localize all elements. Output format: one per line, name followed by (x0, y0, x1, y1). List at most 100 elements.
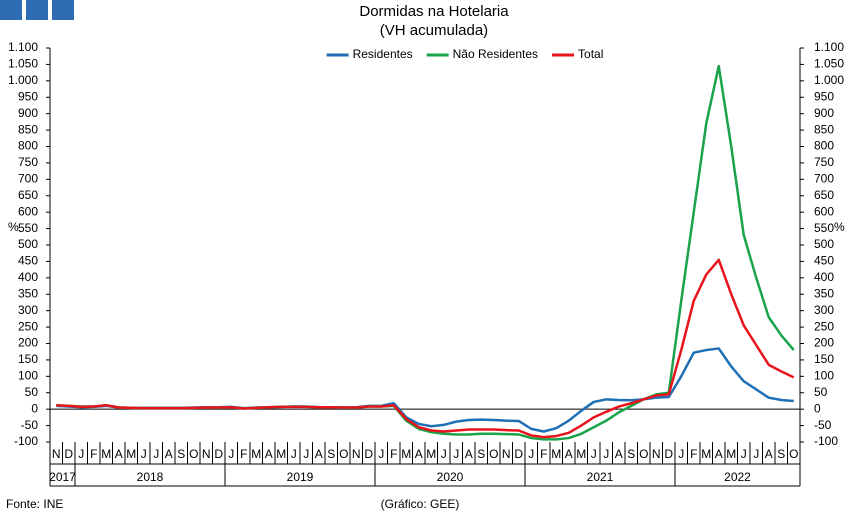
y2-tick-label: 650 (814, 188, 834, 202)
y2-tick-label: 350 (814, 286, 834, 300)
y2-tick-label: -100 (814, 434, 838, 448)
legend-label: Total (578, 47, 603, 61)
y2-tick-label: 50 (814, 385, 828, 399)
y-tick-label: 600 (18, 204, 38, 218)
x-tick-label: A (115, 447, 123, 461)
x-tick-label: A (315, 447, 323, 461)
y2-tick-label: 250 (814, 319, 834, 333)
y-tick-label: -50 (21, 418, 39, 432)
y2-tick-label: 600 (814, 204, 834, 218)
year-label: 2017 (49, 470, 76, 484)
y2-tick-label: 1.100 (814, 40, 844, 54)
y2-tick-label: 1.000 (814, 73, 844, 87)
x-tick-label: S (177, 447, 185, 461)
credit: (Gráfico: GEE) (381, 497, 460, 511)
y-tick-label: 900 (18, 106, 38, 120)
y-tick-label: 850 (18, 122, 38, 136)
x-tick-label: M (101, 447, 111, 461)
x-tick-label: A (415, 447, 423, 461)
y2-tick-label: 150 (814, 352, 834, 366)
x-tick-label: F (90, 447, 97, 461)
y2-tick-label: 400 (814, 270, 834, 284)
legend-label: Não Residentes (453, 47, 538, 61)
x-tick-label: J (378, 447, 384, 461)
y2-tick-label: 750 (814, 155, 834, 169)
y-tick-label: 750 (18, 155, 38, 169)
x-tick-label: M (576, 447, 586, 461)
series-line (56, 64, 795, 441)
year-label: 2018 (137, 470, 164, 484)
y-tick-label: 450 (18, 254, 38, 268)
y-tick-label: 1.000 (8, 73, 38, 87)
x-tick-label: N (502, 447, 511, 461)
y-tick-label: 500 (18, 237, 38, 251)
x-tick-label: J (741, 447, 747, 461)
x-tick-label: J (441, 447, 447, 461)
legend-label: Residentes (353, 47, 413, 61)
y-tick-label: 300 (18, 303, 38, 317)
y-tick-label: 350 (18, 286, 38, 300)
y-tick-label: -100 (14, 434, 38, 448)
x-tick-label: A (715, 447, 723, 461)
x-tick-label: D (64, 447, 73, 461)
y2-tick-label: 850 (814, 122, 834, 136)
chart-subtitle: (VH acumulada) (380, 22, 488, 39)
y2-tick-label: 100 (814, 369, 834, 383)
y-tick-label: 150 (18, 352, 38, 366)
x-tick-label: J (141, 447, 147, 461)
x-tick-label: D (514, 447, 523, 461)
x-tick-label: D (664, 447, 673, 461)
x-tick-label: M (276, 447, 286, 461)
year-label: 2021 (587, 470, 614, 484)
y2-tick-label: 1.050 (814, 57, 844, 71)
logo-square (52, 0, 74, 20)
y2-tick-label: 450 (814, 254, 834, 268)
y2-tick-label: 800 (814, 139, 834, 153)
x-tick-label: J (528, 447, 534, 461)
x-tick-label: F (240, 447, 247, 461)
x-tick-label: M (551, 447, 561, 461)
x-tick-label: O (489, 447, 498, 461)
chart-title: Dormidas na Hotelaria (359, 3, 509, 20)
logo-square (0, 0, 22, 20)
x-tick-label: M (251, 447, 261, 461)
y-tick-label: 200 (18, 336, 38, 350)
x-tick-label: N (202, 447, 211, 461)
y-tick-label: 950 (18, 89, 38, 103)
y2-tick-label: 900 (814, 106, 834, 120)
source: Fonte: INE (6, 497, 63, 511)
x-tick-label: A (615, 447, 623, 461)
x-tick-label: J (153, 447, 159, 461)
x-tick-label: M (401, 447, 411, 461)
x-tick-label: O (639, 447, 648, 461)
x-tick-label: M (726, 447, 736, 461)
y-tick-label: 650 (18, 188, 38, 202)
y-tick-label: 50 (25, 385, 39, 399)
y-tick-label: 700 (18, 172, 38, 186)
x-tick-label: F (690, 447, 697, 461)
x-tick-label: A (465, 447, 473, 461)
x-tick-label: N (352, 447, 361, 461)
y-tick-label: 250 (18, 319, 38, 333)
x-tick-label: N (52, 447, 61, 461)
y-axis-label: % (8, 220, 19, 234)
y-tick-label: 1.100 (8, 40, 38, 54)
y2-tick-label: 550 (814, 221, 834, 235)
x-tick-label: M (701, 447, 711, 461)
x-tick-label: J (753, 447, 759, 461)
x-tick-label: O (789, 447, 798, 461)
series-line (56, 258, 795, 439)
y-tick-label: 100 (18, 369, 38, 383)
x-tick-label: F (540, 447, 547, 461)
y-tick-label: 1.050 (8, 57, 38, 71)
x-tick-label: J (678, 447, 684, 461)
x-tick-label: A (265, 447, 273, 461)
y-tick-label: 400 (18, 270, 38, 284)
x-tick-label: S (327, 447, 335, 461)
y2-tick-label: 0 (814, 401, 821, 415)
x-tick-label: J (591, 447, 597, 461)
y2-tick-label: 200 (814, 336, 834, 350)
x-tick-label: S (777, 447, 785, 461)
y2-tick-label: 700 (814, 172, 834, 186)
x-tick-label: A (565, 447, 573, 461)
